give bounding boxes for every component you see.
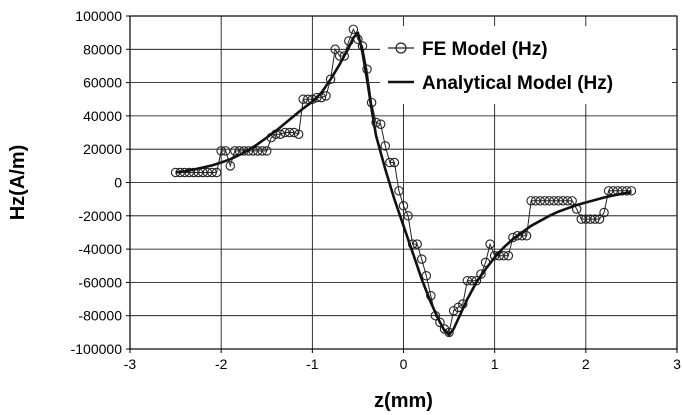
plot-frame <box>129 15 678 350</box>
x-tick-label: 0 <box>400 356 408 372</box>
fe-model-point <box>558 196 568 206</box>
fe-model-point <box>389 157 400 168</box>
fe-model-point <box>280 127 290 138</box>
fe-model-point <box>485 239 495 249</box>
fe-model-point <box>298 94 308 105</box>
fe-model-point <box>499 251 509 261</box>
series-analytical-model <box>175 31 632 337</box>
y-tick-label: 20000 <box>83 141 122 157</box>
fe-model-point <box>403 211 413 221</box>
fe-model-point <box>385 157 395 168</box>
fe-model-point <box>581 214 591 224</box>
fe-model-point <box>375 119 386 129</box>
x-tick-label: -3 <box>124 356 137 372</box>
fe-model-point <box>503 251 514 261</box>
fe-model-point <box>535 196 545 206</box>
fe-model-point <box>540 196 550 206</box>
fe-model-point <box>526 196 536 206</box>
fe-model-point <box>312 92 322 103</box>
fe-model-point <box>562 196 573 206</box>
fe-model-point <box>512 231 523 241</box>
fe-model-point <box>553 196 564 206</box>
plot-border <box>129 15 678 350</box>
fe-model-point <box>549 196 559 206</box>
fe-model-point <box>626 186 637 196</box>
fe-model-point <box>489 251 500 261</box>
x-tick-label: -1 <box>306 356 319 372</box>
y-tick-label: -80000 <box>78 308 122 324</box>
fe-model-line <box>175 28 632 334</box>
fe-model-point <box>216 146 226 156</box>
fe-model-point <box>257 146 267 156</box>
fe-model-point <box>416 254 427 264</box>
analytical-model-line <box>175 31 632 337</box>
fe-model-point <box>225 161 236 171</box>
y-tick-label: -100000 <box>71 341 123 357</box>
fe-model-point <box>230 146 240 156</box>
fe-model-point <box>412 239 422 249</box>
legend-background <box>380 26 672 104</box>
fe-model-point <box>184 167 195 178</box>
fe-model-point <box>330 44 340 55</box>
fe-model-point <box>261 146 272 156</box>
fe-model-point <box>220 146 231 156</box>
fe-model-point <box>576 214 587 224</box>
fe-model-point <box>594 214 605 224</box>
x-tick-label: -2 <box>215 356 228 372</box>
legend-label-fe: FE Model (Hz) <box>422 39 548 60</box>
legend: FE Model (Hz) Analytical Model (Hz) <box>380 26 672 104</box>
x-tick-label: 2 <box>582 356 590 372</box>
fe-model-point <box>207 167 217 178</box>
y-tick-label: -40000 <box>78 241 122 257</box>
y-tick-label: -60000 <box>78 274 122 290</box>
fe-model-point <box>603 186 614 196</box>
fe-model-point <box>530 196 541 206</box>
legend-fe-marker <box>395 42 407 54</box>
axis-ticks: 100000 80000 60000 40000 20000 0 -20000 -40000 -… <box>71 8 681 372</box>
fe-model-point <box>289 127 299 138</box>
y-axis-title: Hz(A/m) <box>7 145 29 221</box>
fe-model-point <box>435 317 445 328</box>
y-tick-label: 40000 <box>83 108 122 124</box>
fe-model-point <box>476 269 486 279</box>
legend-label-analytical: Analytical Model (Hz) <box>422 73 613 94</box>
fe-model-point <box>325 74 336 85</box>
series-layer <box>170 24 637 338</box>
fe-model-point <box>284 127 295 138</box>
fe-model-point <box>275 129 286 139</box>
fe-model-point <box>339 51 349 61</box>
fe-model-point <box>348 24 359 35</box>
fe-model-point <box>380 141 391 151</box>
y-tick-label: 60000 <box>83 75 122 91</box>
y-tick-label: 0 <box>114 175 122 191</box>
fe-model-point <box>394 186 404 196</box>
fe-model-point <box>421 270 432 281</box>
fe-model-point <box>462 275 473 286</box>
fe-model-point <box>371 117 381 128</box>
fe-model-point <box>567 196 577 206</box>
fe-model-point <box>585 214 596 224</box>
y-tick-label: 100000 <box>75 8 122 24</box>
fe-model-point <box>321 91 331 101</box>
fe-model-point <box>252 146 263 156</box>
fe-model-point <box>622 186 632 196</box>
x-axis-title: z(mm) <box>374 390 433 412</box>
fe-model-point <box>544 196 555 206</box>
x-tick-label: 1 <box>491 356 499 372</box>
fe-model-point <box>398 201 409 211</box>
fe-model-point <box>590 214 600 224</box>
y-tick-label: -20000 <box>78 208 122 224</box>
fe-model-point <box>521 231 532 241</box>
fe-model-point <box>211 167 222 178</box>
fe-model-point <box>599 207 609 218</box>
fe-model-point <box>202 167 213 178</box>
y-tick-label: 80000 <box>83 41 122 57</box>
x-tick-label: 3 <box>673 356 681 372</box>
fe-model-point <box>293 129 304 139</box>
